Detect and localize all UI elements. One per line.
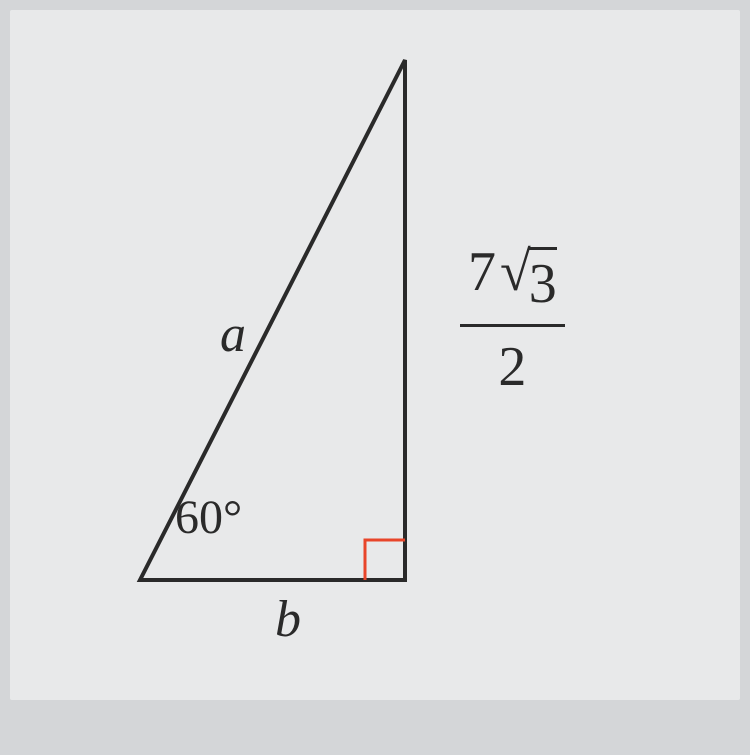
fraction-numerator: 7 √ 3	[460, 240, 565, 324]
label-base: b	[275, 590, 301, 649]
sqrt-container: √ 3	[500, 244, 557, 316]
sqrt-symbol: √	[500, 244, 531, 316]
triangle-svg	[0, 0, 750, 750]
radicand: 3	[529, 247, 557, 316]
label-hypotenuse: a	[220, 305, 246, 364]
side-value-fraction: 7 √ 3 2	[460, 240, 565, 399]
triangle-diagram: a b 60° 7 √ 3 2	[0, 0, 750, 750]
fraction-denominator: 2	[460, 327, 565, 399]
label-angle: 60°	[175, 490, 242, 545]
coefficient: 7	[468, 240, 496, 304]
right-angle-marker	[365, 540, 405, 580]
